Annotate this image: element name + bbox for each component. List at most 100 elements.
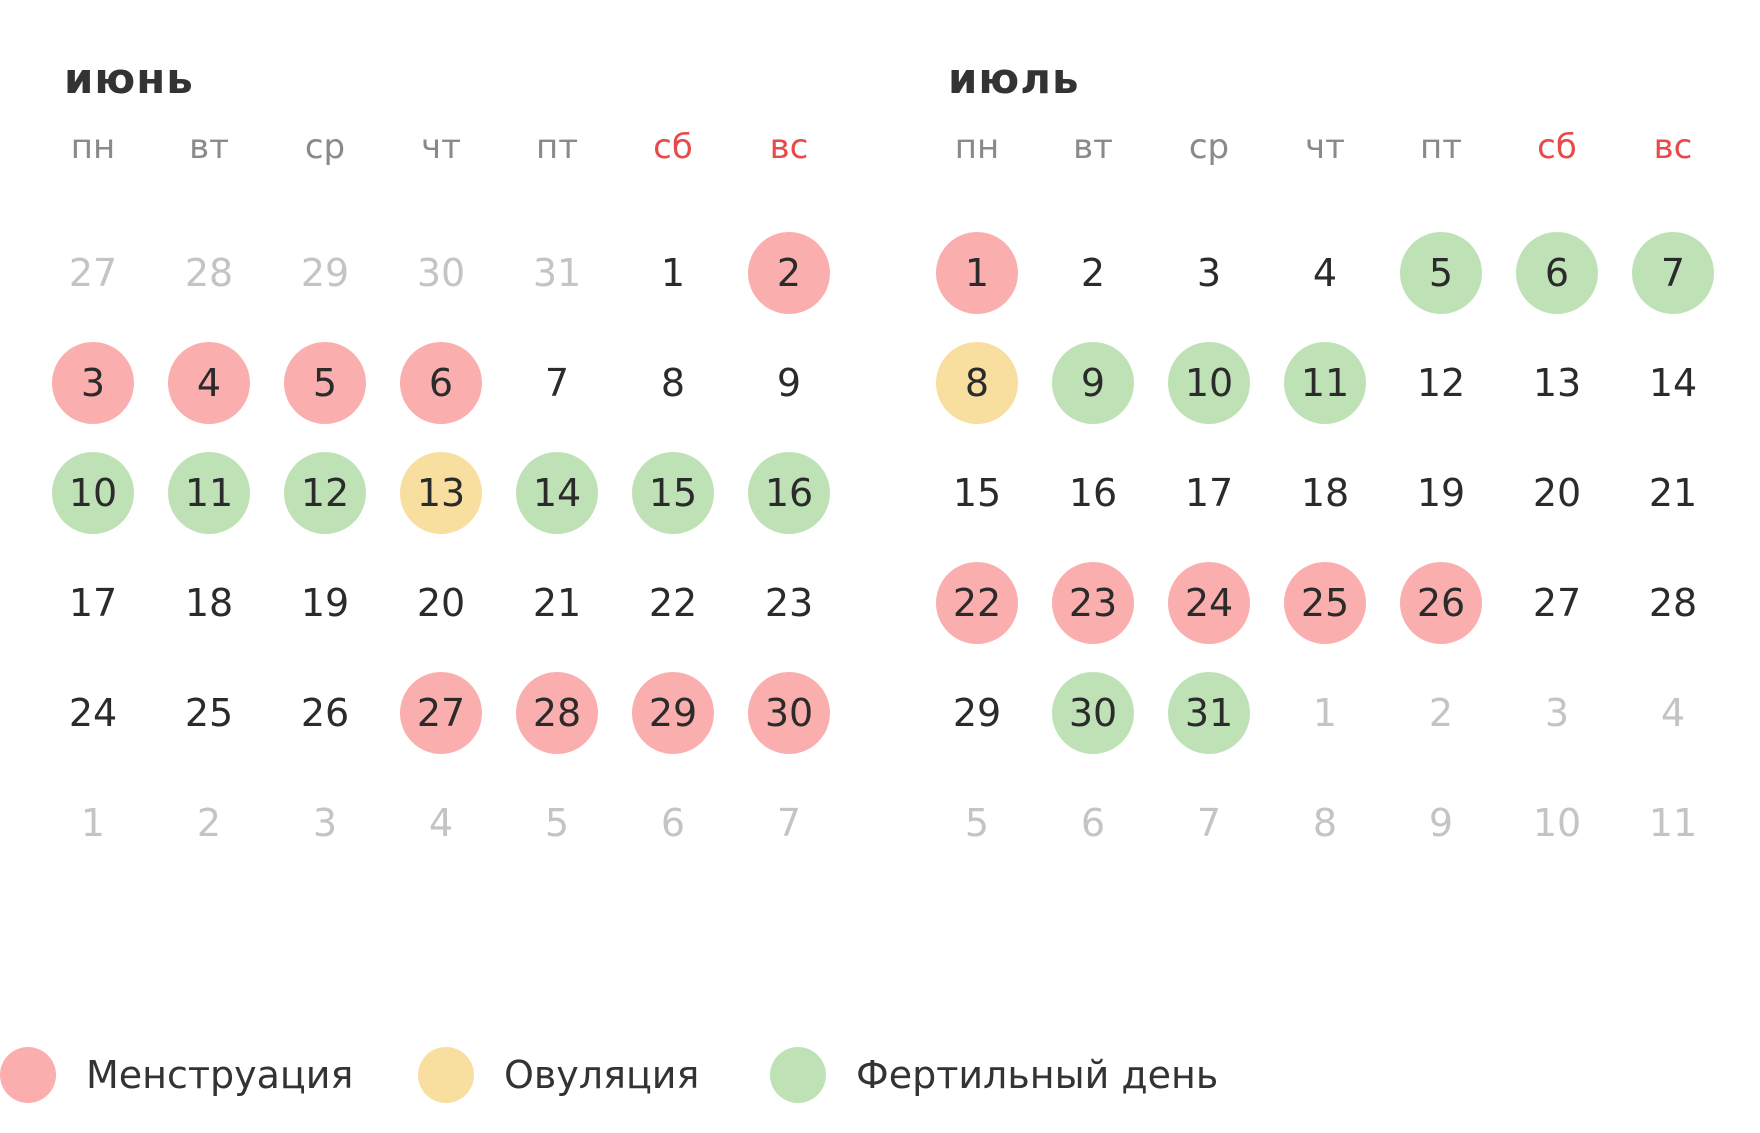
day-cell-menstruation[interactable]: 24: [1168, 562, 1250, 644]
legend-item-ovulation: Овуляция: [418, 1040, 699, 1110]
day-cell[interactable]: 26: [300, 691, 350, 735]
day-cell-other-month[interactable]: 3: [312, 801, 338, 845]
day-cell-fertile[interactable]: 9: [1052, 342, 1134, 424]
day-cell-fertile[interactable]: 7: [1632, 232, 1714, 314]
legend-item-menstruation: Менструация: [0, 1040, 353, 1110]
weekday-label: сб: [653, 127, 693, 167]
day-cell[interactable]: 24: [68, 691, 118, 735]
day-cell-menstruation[interactable]: 1: [936, 232, 1018, 314]
weekday-header-row: пн вт ср чт пт сб вс: [930, 122, 1693, 172]
day-cell-fertile[interactable]: 12: [284, 452, 366, 534]
day-cell-fertile[interactable]: 16: [748, 452, 830, 534]
day-cell[interactable]: 21: [1648, 471, 1698, 515]
day-cell-ovulation[interactable]: 13: [400, 452, 482, 534]
weekday-label: пн: [954, 127, 1000, 167]
day-cell-ovulation[interactable]: 8: [936, 342, 1018, 424]
day-cell[interactable]: 12: [1416, 361, 1466, 405]
day-cell-other-month[interactable]: 3: [1544, 691, 1570, 735]
legend-label: Фертильный день: [856, 1053, 1219, 1097]
legend-label: Овуляция: [504, 1053, 700, 1097]
day-cell-menstruation[interactable]: 5: [284, 342, 366, 424]
day-cell[interactable]: 25: [184, 691, 234, 735]
day-cell-menstruation[interactable]: 27: [400, 672, 482, 754]
day-cell-other-month[interactable]: 27: [68, 251, 118, 295]
weekday-label: ср: [1188, 127, 1230, 167]
day-cell[interactable]: 29: [952, 691, 1002, 735]
day-cell-fertile[interactable]: 11: [1284, 342, 1366, 424]
day-cell-fertile[interactable]: 11: [168, 452, 250, 534]
day-cell-other-month[interactable]: 31: [532, 251, 582, 295]
day-cell-menstruation[interactable]: 23: [1052, 562, 1134, 644]
day-cell[interactable]: 1: [660, 251, 686, 295]
weekday-label: вт: [1073, 127, 1113, 167]
day-cell-fertile[interactable]: 5: [1400, 232, 1482, 314]
day-cell[interactable]: 17: [68, 581, 118, 625]
day-cell-other-month[interactable]: 4: [1660, 691, 1686, 735]
day-cell[interactable]: 28: [1648, 581, 1698, 625]
day-cell-other-month[interactable]: 1: [1312, 691, 1338, 735]
day-cell-fertile[interactable]: 30: [1052, 672, 1134, 754]
fertile-dot-icon: [770, 1047, 826, 1103]
day-cell-menstruation[interactable]: 4: [168, 342, 250, 424]
day-cell[interactable]: 18: [184, 581, 234, 625]
day-cell[interactable]: 9: [776, 361, 802, 405]
day-cell-other-month[interactable]: 2: [1428, 691, 1454, 735]
day-cell-menstruation[interactable]: 6: [400, 342, 482, 424]
day-cell-menstruation[interactable]: 25: [1284, 562, 1366, 644]
day-cell-menstruation[interactable]: 30: [748, 672, 830, 754]
day-cell-menstruation[interactable]: 28: [516, 672, 598, 754]
day-cell[interactable]: 4: [1312, 251, 1338, 295]
day-cell[interactable]: 2: [1080, 251, 1106, 295]
day-cell-fertile[interactable]: 15: [632, 452, 714, 534]
day-cell[interactable]: 19: [300, 581, 350, 625]
day-cell[interactable]: 22: [648, 581, 698, 625]
month-july: июль пн вт ср чт пт сб вс 1 2 3 4 5 6 7 8 9 10 11 12 13 14 1…: [930, 0, 1714, 900]
day-cell-other-month[interactable]: 5: [964, 801, 990, 845]
weekday-label: вт: [189, 127, 229, 167]
day-cell[interactable]: 19: [1416, 471, 1466, 515]
day-cell-other-month[interactable]: 1: [80, 801, 106, 845]
day-cell-fertile[interactable]: 10: [52, 452, 134, 534]
day-cell-menstruation[interactable]: 29: [632, 672, 714, 754]
day-cell-menstruation[interactable]: 3: [52, 342, 134, 424]
day-cell[interactable]: 14: [1648, 361, 1698, 405]
day-cell-other-month[interactable]: 6: [660, 801, 686, 845]
day-cell-menstruation[interactable]: 2: [748, 232, 830, 314]
day-cell-other-month[interactable]: 7: [776, 801, 802, 845]
day-cell[interactable]: 7: [544, 361, 570, 405]
day-cell[interactable]: 13: [1532, 361, 1582, 405]
day-cell-other-month[interactable]: 11: [1648, 801, 1698, 845]
day-cell-menstruation[interactable]: 26: [1400, 562, 1482, 644]
day-cell[interactable]: 20: [416, 581, 466, 625]
day-grid: 1 2 3 4 5 6 7 8 9 10 11 12 13 14 15 16 17 18 19 20 21 22 23 24 2…: [930, 0, 1714, 900]
day-cell-other-month[interactable]: 4: [428, 801, 454, 845]
weekday-label: вс: [769, 127, 809, 167]
day-cell-fertile[interactable]: 31: [1168, 672, 1250, 754]
day-cell-other-month[interactable]: 2: [196, 801, 222, 845]
day-cell-other-month[interactable]: 30: [416, 251, 466, 295]
day-cell[interactable]: 8: [660, 361, 686, 405]
day-cell[interactable]: 27: [1532, 581, 1582, 625]
day-cell[interactable]: 15: [952, 471, 1002, 515]
month-title: июль: [948, 54, 1080, 103]
day-cell[interactable]: 18: [1300, 471, 1350, 515]
day-cell[interactable]: 23: [764, 581, 814, 625]
day-cell-menstruation[interactable]: 22: [936, 562, 1018, 644]
day-cell-other-month[interactable]: 29: [300, 251, 350, 295]
day-cell-fertile[interactable]: 10: [1168, 342, 1250, 424]
day-cell[interactable]: 3: [1196, 251, 1222, 295]
day-cell-other-month[interactable]: 5: [544, 801, 570, 845]
day-cell-other-month[interactable]: 7: [1196, 801, 1222, 845]
day-cell-other-month[interactable]: 6: [1080, 801, 1106, 845]
day-cell[interactable]: 21: [532, 581, 582, 625]
day-cell-fertile[interactable]: 6: [1516, 232, 1598, 314]
day-cell-other-month[interactable]: 10: [1532, 801, 1582, 845]
menstruation-dot-icon: [0, 1047, 56, 1103]
day-cell[interactable]: 16: [1068, 471, 1118, 515]
day-cell-fertile[interactable]: 14: [516, 452, 598, 534]
day-cell-other-month[interactable]: 9: [1428, 801, 1454, 845]
day-cell[interactable]: 17: [1184, 471, 1234, 515]
day-cell-other-month[interactable]: 8: [1312, 801, 1338, 845]
day-cell[interactable]: 20: [1532, 471, 1582, 515]
day-cell-other-month[interactable]: 28: [184, 251, 234, 295]
